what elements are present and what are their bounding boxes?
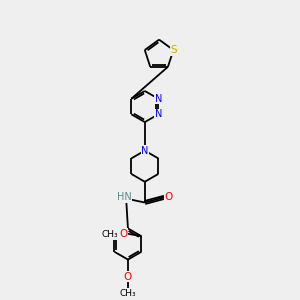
Text: N: N — [154, 94, 162, 104]
Text: N: N — [141, 146, 148, 156]
Text: S: S — [170, 45, 177, 55]
Text: O: O — [124, 272, 132, 282]
Text: HN: HN — [117, 192, 131, 202]
Text: N: N — [154, 109, 162, 119]
Text: O: O — [119, 229, 128, 238]
Text: CH₃: CH₃ — [101, 230, 118, 239]
Text: O: O — [165, 192, 173, 202]
Text: CH₃: CH₃ — [120, 289, 136, 298]
